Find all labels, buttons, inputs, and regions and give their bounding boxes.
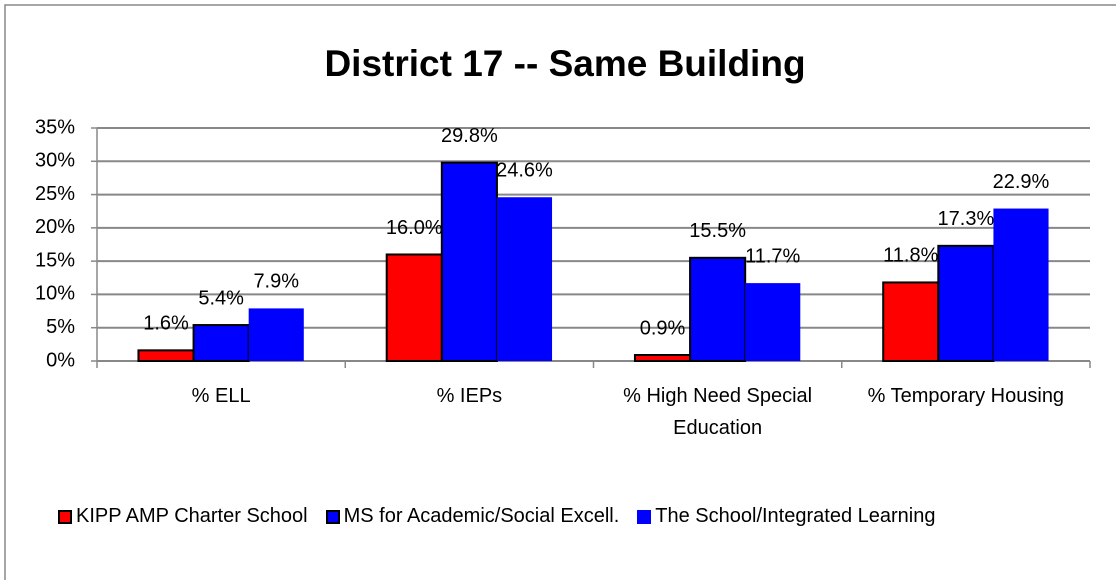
- legend-swatch: [637, 509, 652, 524]
- data-label: 1.6%: [143, 313, 189, 335]
- x-tick-label: % ELL: [191, 385, 251, 407]
- bar: [496, 197, 553, 361]
- bar: [937, 244, 995, 362]
- x-tick-label: % IEPs: [436, 385, 503, 407]
- y-tick-label: 0%: [46, 349, 75, 371]
- bar: [689, 256, 747, 363]
- y-tick-label: 25%: [35, 183, 75, 205]
- bar: [192, 324, 250, 362]
- data-label: 5.4%: [198, 287, 244, 309]
- data-label: 15.5%: [689, 220, 746, 242]
- frame: [4, 4, 1116, 580]
- data-label: 11.7%: [745, 245, 800, 267]
- y-tick-label: 30%: [35, 150, 75, 172]
- chart-title: District 17 -- Same Building: [324, 43, 805, 84]
- y-tick-label: 35%: [35, 116, 75, 138]
- legend-item: KIPP AMP Charter School: [58, 505, 308, 528]
- bar: [993, 208, 1049, 361]
- legend-item: MS for Academic/Social Excell.: [325, 505, 620, 528]
- legend-label: The School/Integrated Learning: [655, 505, 936, 527]
- bar: [745, 283, 801, 361]
- legend-swatch: [325, 509, 340, 524]
- bar: [882, 281, 940, 362]
- data-label: 22.9%: [993, 171, 1050, 193]
- legend-label: KIPP AMP Charter School: [76, 505, 308, 527]
- legend-item: The School/Integrated Learning: [637, 505, 935, 528]
- bar: [248, 308, 304, 361]
- legend-label: MS for Academic/Social Excell.: [343, 505, 620, 527]
- y-tick-label: 10%: [35, 283, 75, 305]
- data-label: 16.0%: [386, 217, 443, 239]
- data-label: 17.3%: [938, 208, 995, 230]
- bar: [137, 349, 195, 362]
- x-tick-label: % High Need Special Education: [623, 385, 813, 439]
- legend: KIPP AMP Charter School MS for Academic/S…: [58, 505, 935, 528]
- bar: [633, 354, 692, 363]
- legend-swatch: [58, 509, 72, 524]
- data-label: 0.9%: [640, 317, 686, 339]
- x-tick-label: % Temporary Housing: [867, 385, 1065, 407]
- y-tick-label: 5%: [46, 316, 75, 338]
- data-label: 24.6%: [496, 160, 553, 182]
- data-label: 7.9%: [253, 271, 299, 293]
- bar: [440, 161, 498, 362]
- bar: [385, 253, 443, 362]
- data-label: 11.8%: [883, 245, 938, 267]
- data-label: 29.8%: [441, 125, 498, 147]
- y-tick-label: 15%: [35, 249, 75, 271]
- y-tick-label: 20%: [35, 216, 75, 238]
